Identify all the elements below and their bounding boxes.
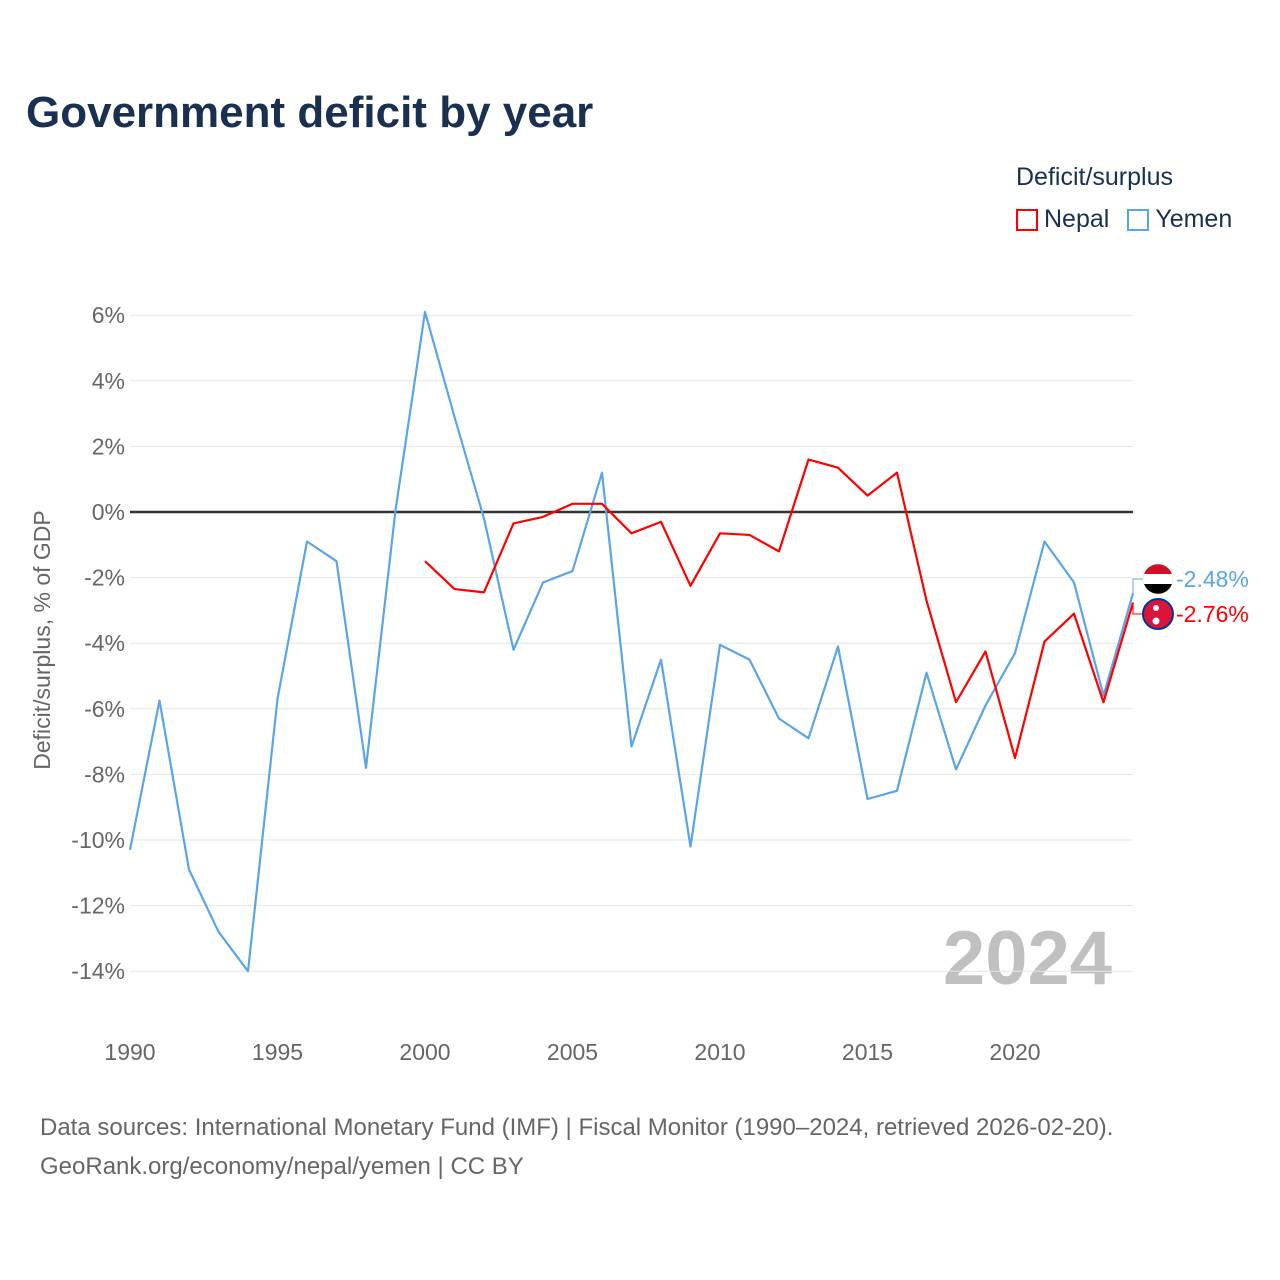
y-tick-label: -2% bbox=[84, 565, 125, 591]
x-tick-label: 2000 bbox=[399, 1039, 450, 1065]
x-tick-label: 2020 bbox=[989, 1039, 1040, 1065]
end-label-connector bbox=[1132, 578, 1146, 594]
source-line-2[interactable]: GeoRank.org/economy/nepal/yemen | CC BY bbox=[40, 1153, 524, 1180]
nepal-flag-sun bbox=[1152, 617, 1160, 625]
y-tick-label: -14% bbox=[71, 958, 125, 984]
yemen-swatch bbox=[1127, 208, 1150, 231]
y-axis-label: Deficit/surplus, % of GDP bbox=[29, 510, 55, 769]
yemen-flag-icon bbox=[1142, 563, 1174, 595]
y-tick-label: 0% bbox=[92, 499, 125, 525]
y-tick-label: -6% bbox=[84, 696, 125, 722]
y-tick-label: 4% bbox=[92, 368, 125, 394]
legend: Nepal Yemen bbox=[1016, 205, 1232, 234]
y-tick-label: 2% bbox=[92, 433, 125, 459]
series-line-yemen bbox=[128, 310, 1135, 973]
legend-title: Deficit/surplus bbox=[1016, 163, 1173, 191]
x-tick-label: 1995 bbox=[252, 1039, 303, 1065]
y-tick-label: -4% bbox=[84, 630, 125, 656]
yemen-flag-red bbox=[1143, 564, 1173, 574]
legend-item-nepal[interactable]: Nepal bbox=[1016, 205, 1109, 234]
source-line-1: Data sources: International Monetary Fun… bbox=[40, 1114, 1114, 1141]
yemen-flag-black bbox=[1143, 584, 1173, 594]
nepal-flag-icon bbox=[1142, 598, 1174, 630]
yemen-flag-white bbox=[1143, 574, 1173, 584]
source-note: Data sources: International Monetary Fun… bbox=[40, 1108, 1113, 1186]
series-line-nepal bbox=[424, 458, 1135, 760]
x-tick-label: 2010 bbox=[694, 1039, 745, 1065]
nepal-flag-moon bbox=[1153, 605, 1159, 611]
y-tick-label: -8% bbox=[84, 761, 125, 787]
y-tick-label: -12% bbox=[71, 893, 125, 919]
legend-label-nepal: Nepal bbox=[1044, 205, 1110, 233]
legend-item-yemen[interactable]: Yemen bbox=[1127, 205, 1232, 234]
chart-title: Government deficit by year bbox=[26, 88, 594, 137]
x-tick-label: 1990 bbox=[104, 1039, 155, 1065]
end-label-connector bbox=[1132, 602, 1146, 615]
end-label-yemen: -2.48% bbox=[1176, 566, 1249, 592]
end-label-nepal: -2.76% bbox=[1176, 601, 1249, 627]
year-watermark: 2024 bbox=[943, 916, 1112, 1001]
y-tick-label: 6% bbox=[92, 302, 125, 328]
x-tick-label: 2005 bbox=[547, 1039, 598, 1065]
legend-label-yemen: Yemen bbox=[1155, 205, 1233, 233]
y-tick-label: -10% bbox=[71, 827, 125, 853]
nepal-swatch bbox=[1016, 208, 1038, 231]
x-tick-label: 2015 bbox=[842, 1039, 893, 1065]
